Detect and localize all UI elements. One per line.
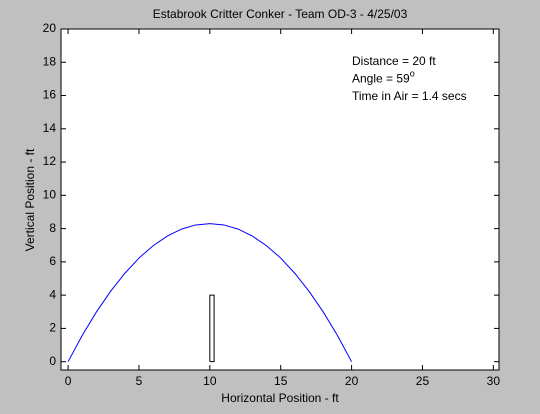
x-tick-label: 25 (416, 374, 430, 388)
annotation: Time in Air = 1.4 secs (352, 89, 467, 103)
y-tick-label: 8 (49, 221, 56, 235)
x-tick-label: 0 (65, 374, 72, 388)
annotation-text: Distance = 20 ft (352, 54, 436, 68)
annotation-text: Time in Air = 1.4 secs (352, 89, 467, 103)
y-tick-label: 18 (43, 54, 57, 68)
annotation: Angle = 59o (352, 69, 415, 86)
annotation: Distance = 20 ft (352, 54, 436, 68)
series-line (67, 223, 353, 362)
y-tick-label: 4 (49, 287, 56, 301)
x-tick-label: 5 (136, 374, 143, 388)
x-tick-label: 30 (487, 374, 501, 388)
annotation-text: Angle = 59 (352, 72, 410, 86)
y-tick-label: 12 (43, 154, 57, 168)
x-tick-label: 10 (203, 374, 217, 388)
y-axis-label: Vertical Position - ft (23, 148, 37, 251)
y-tick-label: 6 (49, 254, 56, 268)
y-tick-label: 2 (49, 321, 56, 335)
y-tick-label: 14 (43, 121, 57, 135)
series-line (209, 294, 215, 363)
x-tick-label: 15 (274, 374, 288, 388)
y-tick-label: 16 (43, 88, 57, 102)
y-tick-label: 10 (43, 188, 57, 202)
plot-area (60, 28, 500, 371)
y-tick-label: 20 (43, 21, 57, 35)
x-tick-label: 20 (345, 374, 359, 388)
chart-title: Estabrook Critter Conker - Team OD-3 - 4… (153, 7, 408, 21)
y-tick-label: 0 (49, 354, 56, 368)
annotation-superscript: o (410, 69, 415, 79)
x-axis-label: Horizontal Position - ft (221, 391, 339, 405)
